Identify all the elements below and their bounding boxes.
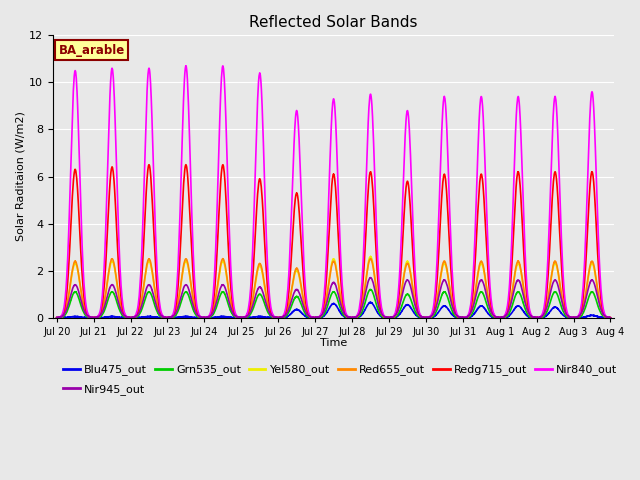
Nir945_out bbox=[260, 293, 268, 299]
Nir840_out bbox=[605, 314, 612, 320]
Grn535_out bbox=[53, 315, 61, 321]
Nir945_out bbox=[605, 314, 612, 320]
Nir840_out bbox=[410, 247, 418, 253]
Red655_out bbox=[53, 315, 61, 321]
Blu475_out bbox=[172, 315, 179, 321]
Nir840_out bbox=[260, 162, 268, 168]
Yel580_out bbox=[53, 315, 61, 321]
Yel580_out bbox=[260, 280, 268, 286]
Grn535_out bbox=[260, 299, 268, 304]
Red655_out bbox=[489, 312, 497, 317]
Nir945_out bbox=[166, 314, 173, 320]
Grn535_out bbox=[166, 315, 173, 321]
Nir945_out bbox=[172, 311, 179, 317]
Nir945_out bbox=[53, 315, 61, 321]
Blu475_out bbox=[489, 314, 497, 320]
Grn535_out bbox=[605, 315, 612, 321]
Nir840_out bbox=[607, 315, 614, 321]
Nir840_out bbox=[166, 314, 173, 320]
Grn535_out bbox=[607, 315, 614, 321]
Legend: Nir945_out: Nir945_out bbox=[59, 380, 150, 399]
Title: Reflected Solar Bands: Reflected Solar Bands bbox=[250, 15, 418, 30]
Red655_out bbox=[53, 315, 61, 321]
Red655_out bbox=[166, 315, 173, 321]
Red655_out bbox=[605, 315, 612, 321]
Blu475_out bbox=[260, 314, 268, 320]
Redg715_out bbox=[607, 315, 614, 321]
Red655_out bbox=[219, 256, 227, 262]
Grn535_out bbox=[489, 313, 497, 319]
Redg715_out bbox=[182, 162, 190, 168]
Yel580_out bbox=[410, 294, 418, 300]
Line: Red655_out: Red655_out bbox=[57, 259, 611, 318]
Line: Yel580_out: Yel580_out bbox=[57, 256, 611, 318]
Blu475_out bbox=[53, 315, 61, 321]
Grn535_out bbox=[367, 287, 374, 292]
Yel580_out bbox=[489, 312, 497, 317]
Nir840_out bbox=[172, 302, 179, 308]
Red655_out bbox=[172, 310, 179, 316]
Yel580_out bbox=[166, 315, 173, 321]
Line: Nir840_out: Nir840_out bbox=[57, 66, 611, 318]
Blu475_out bbox=[166, 315, 173, 321]
Redg715_out bbox=[605, 315, 612, 321]
Blu475_out bbox=[366, 300, 374, 305]
Redg715_out bbox=[260, 230, 268, 236]
Nir945_out bbox=[410, 299, 418, 304]
Line: Grn535_out: Grn535_out bbox=[57, 289, 611, 318]
Yel580_out bbox=[53, 315, 61, 321]
Red655_out bbox=[410, 294, 418, 300]
Nir945_out bbox=[607, 315, 614, 321]
Nir840_out bbox=[182, 63, 190, 69]
Yel580_out bbox=[607, 315, 614, 321]
Text: BA_arable: BA_arable bbox=[59, 44, 125, 57]
Y-axis label: Solar Raditaion (W/m2): Solar Raditaion (W/m2) bbox=[15, 111, 25, 241]
Nir945_out bbox=[53, 315, 61, 321]
Nir945_out bbox=[489, 312, 497, 317]
Yel580_out bbox=[605, 314, 612, 320]
Red655_out bbox=[260, 279, 268, 285]
Blu475_out bbox=[605, 315, 612, 321]
Redg715_out bbox=[410, 271, 418, 277]
Grn535_out bbox=[410, 306, 418, 312]
Blu475_out bbox=[607, 315, 614, 321]
Yel580_out bbox=[172, 310, 179, 316]
Line: Redg715_out: Redg715_out bbox=[57, 165, 611, 318]
Redg715_out bbox=[489, 310, 497, 316]
Blu475_out bbox=[410, 310, 418, 316]
Line: Blu475_out: Blu475_out bbox=[57, 302, 611, 318]
Red655_out bbox=[607, 315, 614, 321]
Redg715_out bbox=[53, 315, 61, 321]
Line: Nir945_out: Nir945_out bbox=[57, 277, 611, 318]
Blu475_out bbox=[53, 315, 61, 321]
Nir840_out bbox=[53, 315, 61, 321]
Grn535_out bbox=[172, 312, 179, 318]
Nir945_out bbox=[367, 275, 374, 280]
Redg715_out bbox=[172, 307, 179, 312]
Nir840_out bbox=[489, 307, 497, 313]
Yel580_out bbox=[367, 253, 374, 259]
Redg715_out bbox=[166, 315, 173, 321]
X-axis label: Time: Time bbox=[320, 338, 348, 348]
Redg715_out bbox=[53, 315, 61, 321]
